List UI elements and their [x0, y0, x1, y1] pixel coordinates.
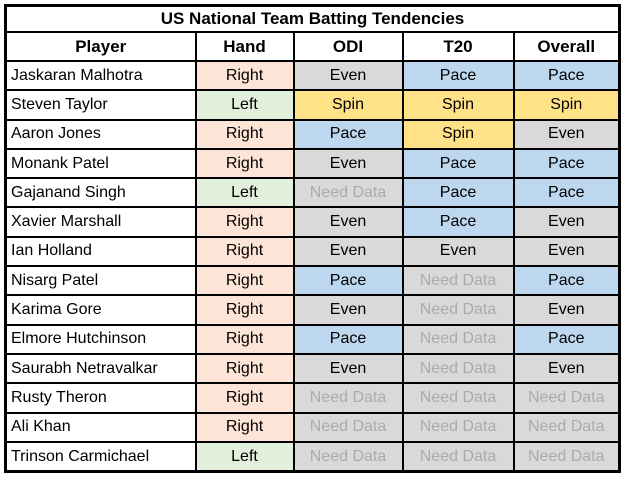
table-body: Jaskaran Malhotra Right Even Pace Pace Steven… — [4, 59, 621, 473]
player-name-cell[interactable]: Xavier Marshall — [4, 206, 197, 238]
t20-cell[interactable]: Need Data — [401, 352, 515, 385]
player-name-cell[interactable]: Ian Holland — [4, 235, 197, 268]
odi-cell[interactable]: Even — [292, 147, 404, 180]
table-row: Elmore Hutchinson Right Pace Need Data Pace — [4, 323, 621, 355]
odi-cell[interactable]: Even — [292, 59, 404, 92]
hand-cell[interactable]: Right — [194, 147, 295, 180]
t20-cell[interactable]: Need Data — [401, 265, 515, 297]
t20-cell[interactable]: Need Data — [401, 440, 515, 473]
column-header-hand[interactable]: Hand — [194, 31, 295, 62]
overall-cell[interactable]: Pace — [512, 177, 621, 209]
overall-cell[interactable]: Need Data — [512, 411, 621, 443]
odi-cell[interactable]: Need Data — [292, 382, 404, 414]
table-row: Monank Patel Right Even Pace Pace — [4, 147, 621, 180]
player-name-cell[interactable]: Rusty Theron — [4, 382, 197, 414]
hand-cell[interactable]: Left — [194, 440, 295, 473]
t20-cell[interactable]: Pace — [401, 206, 515, 238]
overall-cell[interactable]: Pace — [512, 147, 621, 180]
hand-cell[interactable]: Right — [194, 265, 295, 297]
table-row: Karima Gore Right Even Need Data Even — [4, 294, 621, 326]
hand-cell[interactable]: Right — [194, 323, 295, 355]
player-name-cell[interactable]: Gajanand Singh — [4, 177, 197, 209]
table-row: Steven Taylor Left Spin Spin Spin — [4, 89, 621, 121]
overall-cell[interactable]: Need Data — [512, 440, 621, 473]
hand-cell[interactable]: Right — [194, 294, 295, 326]
overall-cell[interactable]: Pace — [512, 265, 621, 297]
hand-cell[interactable]: Right — [194, 382, 295, 414]
player-name-cell[interactable]: Jaskaran Malhotra — [4, 59, 197, 92]
overall-cell[interactable]: Even — [512, 294, 621, 326]
odi-cell[interactable]: Need Data — [292, 177, 404, 209]
t20-cell[interactable]: Need Data — [401, 294, 515, 326]
odi-cell[interactable]: Even — [292, 294, 404, 326]
table-row: Ian Holland Right Even Even Even — [4, 235, 621, 268]
player-name-cell[interactable]: Aaron Jones — [4, 118, 197, 150]
player-name-cell[interactable]: Nisarg Patel — [4, 265, 197, 297]
hand-cell[interactable]: Right — [194, 235, 295, 268]
player-name-cell[interactable]: Elmore Hutchinson — [4, 323, 197, 355]
table-row: Gajanand Singh Left Need Data Pace Pace — [4, 177, 621, 209]
odi-cell[interactable]: Pace — [292, 265, 404, 297]
column-header-odi[interactable]: ODI — [292, 31, 404, 62]
hand-cell[interactable]: Left — [194, 177, 295, 209]
player-name-cell[interactable]: Monank Patel — [4, 147, 197, 180]
overall-cell[interactable]: Pace — [512, 59, 621, 92]
t20-cell[interactable]: Need Data — [401, 382, 515, 414]
player-name-cell[interactable]: Karima Gore — [4, 294, 197, 326]
overall-cell[interactable]: Even — [512, 118, 621, 150]
hand-cell[interactable]: Right — [194, 352, 295, 385]
column-header-player[interactable]: Player — [4, 31, 197, 62]
column-header-t20[interactable]: T20 — [401, 31, 515, 62]
t20-cell[interactable]: Pace — [401, 59, 515, 92]
odi-cell[interactable]: Even — [292, 352, 404, 385]
table-row: Nisarg Patel Right Pace Need Data Pace — [4, 265, 621, 297]
table-row: Aaron Jones Right Pace Spin Even — [4, 118, 621, 150]
odi-cell[interactable]: Pace — [292, 323, 404, 355]
table-row: Trinson Carmichael Left Need Data Need Data… — [4, 440, 621, 473]
table-row: Saurabh Netravalkar Right Even Need Data Eve… — [4, 352, 621, 385]
t20-cell[interactable]: Pace — [401, 147, 515, 180]
odi-cell[interactable]: Pace — [292, 118, 404, 150]
hand-cell[interactable]: Right — [194, 206, 295, 238]
hand-cell[interactable]: Right — [194, 118, 295, 150]
hand-cell[interactable]: Right — [194, 59, 295, 92]
hand-cell[interactable]: Left — [194, 89, 295, 121]
column-header-overall[interactable]: Overall — [512, 31, 621, 62]
odi-cell[interactable]: Spin — [292, 89, 404, 121]
batting-tendencies-table-container: US National Team Batting Tendencies Play… — [4, 4, 621, 474]
table-row: Rusty Theron Right Need Data Need Data Need … — [4, 382, 621, 414]
player-name-cell[interactable]: Ali Khan — [4, 411, 197, 443]
t20-cell[interactable]: Even — [401, 235, 515, 268]
overall-cell[interactable]: Even — [512, 206, 621, 238]
header-row: Player Hand ODI T20 Overall — [4, 31, 621, 62]
hand-cell[interactable]: Right — [194, 411, 295, 443]
t20-cell[interactable]: Spin — [401, 89, 515, 121]
batting-tendencies-table: US National Team Batting Tendencies Play… — [4, 4, 621, 474]
title-row: US National Team Batting Tendencies — [4, 4, 621, 33]
table-row: Jaskaran Malhotra Right Even Pace Pace — [4, 59, 621, 92]
overall-cell[interactable]: Even — [512, 352, 621, 385]
overall-cell[interactable]: Even — [512, 235, 621, 268]
overall-cell[interactable]: Spin — [512, 89, 621, 121]
odi-cell[interactable]: Need Data — [292, 440, 404, 473]
odi-cell[interactable]: Need Data — [292, 411, 404, 443]
t20-cell[interactable]: Need Data — [401, 323, 515, 355]
odi-cell[interactable]: Even — [292, 235, 404, 268]
player-name-cell[interactable]: Saurabh Netravalkar — [4, 352, 197, 385]
overall-cell[interactable]: Need Data — [512, 382, 621, 414]
t20-cell[interactable]: Need Data — [401, 411, 515, 443]
table-title[interactable]: US National Team Batting Tendencies — [4, 4, 621, 33]
player-name-cell[interactable]: Steven Taylor — [4, 89, 197, 121]
table-row: Ali Khan Right Need Data Need Data Need Data — [4, 411, 621, 443]
table-row: Xavier Marshall Right Even Pace Even — [4, 206, 621, 238]
odi-cell[interactable]: Even — [292, 206, 404, 238]
overall-cell[interactable]: Pace — [512, 323, 621, 355]
t20-cell[interactable]: Spin — [401, 118, 515, 150]
t20-cell[interactable]: Pace — [401, 177, 515, 209]
player-name-cell[interactable]: Trinson Carmichael — [4, 440, 197, 473]
